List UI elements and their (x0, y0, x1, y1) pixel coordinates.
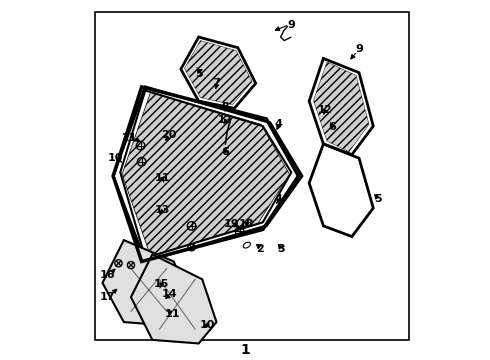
Text: 12: 12 (318, 105, 332, 115)
Text: 17: 17 (100, 292, 116, 302)
Text: 6: 6 (328, 122, 336, 132)
Text: 9: 9 (287, 19, 295, 30)
Text: 5: 5 (374, 194, 381, 204)
Text: 11: 11 (154, 173, 170, 183)
Text: 10: 10 (200, 320, 215, 330)
Polygon shape (131, 255, 217, 343)
Text: 1: 1 (240, 343, 250, 357)
Text: 18: 18 (239, 219, 254, 229)
Text: 2: 2 (256, 244, 264, 254)
Text: 9: 9 (355, 45, 363, 54)
Text: 16: 16 (100, 270, 116, 280)
Text: 13: 13 (155, 205, 170, 215)
Text: 21: 21 (122, 132, 137, 143)
Text: 20: 20 (161, 130, 176, 140)
Text: 4: 4 (275, 119, 283, 129)
Text: 5: 5 (195, 69, 202, 80)
Text: 14: 14 (161, 289, 177, 299)
Text: 10: 10 (107, 153, 122, 163)
Text: 8: 8 (221, 102, 229, 112)
Text: 3: 3 (277, 244, 284, 254)
Polygon shape (102, 240, 192, 326)
Polygon shape (184, 41, 252, 105)
Text: 7: 7 (213, 78, 220, 88)
Text: 12: 12 (218, 115, 233, 125)
Text: 11: 11 (164, 309, 180, 319)
Text: 4: 4 (275, 194, 283, 204)
Text: 15: 15 (153, 279, 169, 289)
Text: 19: 19 (224, 219, 240, 229)
Polygon shape (122, 92, 290, 256)
Bar (96, 12, 409, 340)
Text: 6: 6 (221, 147, 229, 157)
Polygon shape (314, 62, 369, 152)
